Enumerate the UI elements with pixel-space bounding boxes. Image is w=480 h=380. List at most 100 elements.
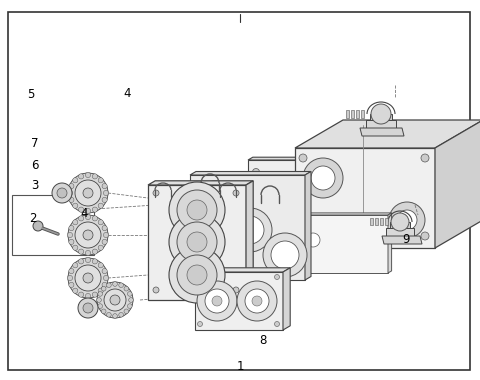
Polygon shape [246,181,253,300]
Circle shape [92,292,97,297]
Circle shape [68,258,108,298]
Circle shape [98,203,103,208]
Circle shape [69,184,74,189]
Circle shape [83,188,93,198]
Circle shape [98,291,103,296]
Circle shape [169,214,225,270]
Polygon shape [295,148,435,248]
Bar [351,110,354,118]
Circle shape [177,255,217,295]
Circle shape [92,174,97,179]
Circle shape [67,233,72,238]
Circle shape [101,287,106,291]
Circle shape [197,274,203,280]
Circle shape [299,154,307,162]
Polygon shape [295,120,480,148]
Circle shape [79,292,84,297]
Circle shape [245,289,269,313]
Polygon shape [148,181,253,185]
Circle shape [79,174,84,179]
Circle shape [371,104,391,124]
Circle shape [252,255,260,261]
Text: 3: 3 [31,179,38,192]
Circle shape [421,232,429,240]
Circle shape [103,233,108,238]
Circle shape [85,250,91,256]
Circle shape [303,158,343,198]
Polygon shape [382,236,422,244]
Circle shape [57,188,67,198]
Bar [12,195,94,255]
Circle shape [79,216,84,221]
Circle shape [275,321,279,326]
Circle shape [103,190,108,196]
Circle shape [85,208,91,214]
Circle shape [129,298,133,302]
Circle shape [72,288,78,293]
Circle shape [169,247,225,303]
Polygon shape [268,215,388,273]
Circle shape [263,233,307,277]
Circle shape [104,289,126,311]
Text: 7: 7 [31,137,38,150]
Circle shape [237,281,277,321]
Circle shape [389,202,425,238]
Circle shape [124,287,129,291]
Circle shape [69,225,74,231]
Circle shape [205,289,229,313]
Circle shape [101,309,106,314]
Circle shape [85,214,91,220]
Circle shape [69,239,74,244]
Circle shape [236,216,264,244]
Circle shape [233,190,239,196]
Circle shape [187,200,207,220]
Circle shape [98,178,103,183]
Circle shape [72,245,78,250]
Circle shape [69,282,74,288]
Circle shape [75,180,101,206]
Circle shape [128,304,132,309]
Text: 4: 4 [123,87,131,100]
Polygon shape [190,171,311,175]
Circle shape [102,225,107,231]
Polygon shape [338,157,343,270]
Circle shape [233,203,247,217]
Circle shape [107,283,111,288]
Circle shape [33,221,43,231]
Circle shape [102,239,107,244]
Circle shape [83,273,93,283]
Circle shape [397,210,417,230]
Circle shape [98,245,103,250]
Bar [346,110,349,118]
Text: 8: 8 [259,334,267,347]
Circle shape [124,309,129,314]
Bar [380,218,383,225]
Circle shape [177,190,217,230]
Circle shape [107,312,111,317]
Polygon shape [360,128,404,136]
Circle shape [75,222,101,248]
Bar [361,110,364,118]
Polygon shape [195,272,283,330]
Circle shape [187,232,207,252]
Circle shape [197,321,203,326]
Circle shape [67,190,72,196]
Circle shape [67,276,72,280]
Circle shape [187,265,207,285]
Polygon shape [148,185,246,300]
Circle shape [306,233,320,247]
Circle shape [78,298,98,318]
Circle shape [110,295,120,305]
Bar [370,218,373,225]
Circle shape [92,216,97,221]
Circle shape [299,232,307,240]
Circle shape [119,312,123,317]
Circle shape [421,154,429,162]
Circle shape [193,181,237,225]
Circle shape [119,283,123,288]
Circle shape [98,220,103,225]
Circle shape [259,178,273,192]
Circle shape [98,263,103,268]
Circle shape [311,166,335,190]
Circle shape [79,259,84,264]
